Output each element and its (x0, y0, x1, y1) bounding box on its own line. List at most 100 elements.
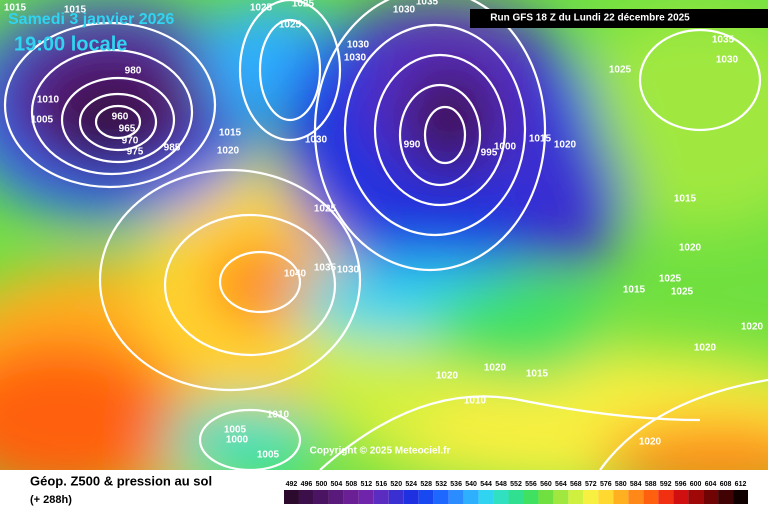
legend-swatch (553, 490, 569, 504)
isobar (343, 23, 527, 237)
legend-label: 524 (405, 481, 417, 488)
date-label: Samedi 3 janvier 2026 (8, 11, 174, 28)
isobar (94, 104, 142, 140)
legend-swatch (598, 490, 614, 504)
legend-label: 532 (435, 481, 447, 488)
legend-swatch (448, 490, 464, 504)
isobar-label: 1020 (694, 343, 717, 354)
legend-label: 496 (301, 481, 313, 488)
isobar-label: 965 (119, 124, 136, 135)
isobar-label: 1025 (609, 65, 632, 76)
legend-label: 560 (540, 481, 552, 488)
isobar-label: 1030 (347, 40, 370, 51)
isobar-label: 1035 (712, 35, 735, 46)
isobar-label: 1010 (267, 410, 290, 421)
isobar (198, 408, 302, 470)
isobar-label: 1020 (436, 371, 459, 382)
isobar-label: 1020 (554, 140, 577, 151)
isobar-label: 1015 (526, 369, 549, 380)
isobar-label: 1035 (416, 0, 439, 8)
legend-swatch (583, 490, 599, 504)
legend-swatch (733, 490, 748, 504)
legend-swatch (628, 490, 644, 504)
isobar (373, 53, 507, 207)
isobar-label: 1015 (219, 128, 242, 139)
isobar (258, 18, 322, 122)
isobar (78, 92, 158, 152)
isobar-label: 1025 (250, 3, 273, 14)
legend-label: 576 (600, 481, 612, 488)
legend-label: 508 (346, 481, 358, 488)
isobar-label: 1005 (257, 450, 280, 461)
legend-label: 580 (615, 481, 627, 488)
isobar-label: 1020 (639, 437, 662, 448)
legend-label: 556 (525, 481, 537, 488)
isobar-label: 1020 (217, 146, 240, 157)
legend-label: 608 (720, 481, 732, 488)
isobar (218, 250, 302, 314)
isobar-label: 995 (481, 148, 498, 159)
legend-swatch (343, 490, 359, 504)
isobar-label: 960 (112, 112, 129, 123)
isobar-label: 1040 (284, 269, 307, 280)
isobar-label: 1030 (716, 55, 739, 66)
isobar-label: 1025 (659, 274, 682, 285)
isobar-label: 985 (164, 143, 181, 154)
legend-label: 540 (465, 481, 477, 488)
legend-swatch (538, 490, 554, 504)
footer-lead: (+ 288h) (30, 494, 72, 506)
legend-swatch (613, 490, 629, 504)
isobar-label: 1025 (292, 0, 315, 10)
legend-swatch (298, 490, 314, 504)
isobars (3, 0, 768, 470)
isobar-label: 1015 (64, 5, 87, 16)
legend-label: 500 (316, 481, 328, 488)
isobar-label: 1030 (337, 265, 360, 276)
isobar (60, 76, 176, 164)
legend-label: 596 (675, 481, 687, 488)
legend-swatch (703, 490, 719, 504)
legend-swatch (508, 490, 524, 504)
isobar-label: 1000 (494, 142, 517, 153)
legend-label: 504 (331, 481, 343, 488)
isobar-label: 1000 (226, 435, 249, 446)
isobar (163, 213, 337, 357)
isobar (638, 28, 762, 132)
isobar-label: 1025 (671, 287, 694, 298)
isobar-label: 1030 (305, 135, 328, 146)
legend-label: 516 (375, 481, 387, 488)
legend-swatch (523, 490, 539, 504)
legend-swatch (493, 490, 509, 504)
isobar (599, 378, 768, 470)
isobar (30, 48, 194, 176)
isobar-label: 1015 (4, 3, 27, 14)
isobar-label: 1030 (393, 5, 416, 16)
legend-swatch (358, 490, 374, 504)
isobar-label: 1015 (529, 134, 552, 145)
isobar-label: 980 (125, 66, 142, 77)
legend-swatch (568, 490, 584, 504)
legend-label: 492 (286, 481, 298, 488)
legend-label: 572 (585, 481, 597, 488)
legend-swatch (328, 490, 344, 504)
isobar-label: 990 (404, 140, 421, 151)
legend-label: 544 (480, 481, 492, 488)
legend-swatch (418, 490, 434, 504)
run-label: Run GFS 18 Z du Lundi 22 décembre 2025 (490, 13, 690, 24)
isobar-label: 1030 (344, 53, 367, 64)
legend-label: 552 (510, 481, 522, 488)
isobar-label: 1020 (484, 363, 507, 374)
legend-swatch (643, 490, 659, 504)
legend-swatch (478, 490, 494, 504)
isobar-label: 1005 (31, 115, 54, 126)
isobar (398, 83, 482, 187)
isobar-label: 970 (122, 136, 139, 147)
legend-label: 520 (390, 481, 402, 488)
isobar-label: 1015 (623, 285, 646, 296)
legend-swatch (373, 490, 389, 504)
legend: 492 496 500 504 508 512 516 520 524 528 532 536 540 5… (284, 481, 748, 504)
legend-swatch (284, 490, 299, 504)
isobar (3, 21, 217, 189)
